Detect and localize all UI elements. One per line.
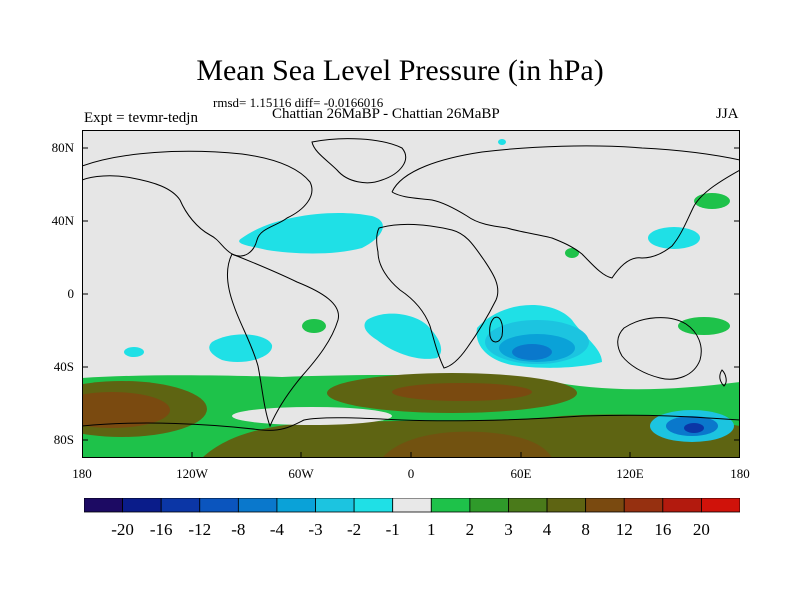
- colorbar-swatch: [623, 498, 664, 513]
- north-pacific-high: [694, 193, 730, 209]
- north-atlantic-low: [239, 212, 383, 254]
- lat-label-80s: 80S: [53, 432, 74, 447]
- small-pacific-low: [124, 347, 144, 357]
- colorbar-swatch: [546, 498, 587, 513]
- map-title: Mean Sea Level Pressure (in hPa): [196, 54, 604, 87]
- coastlines: [82, 138, 740, 431]
- indian-small-high: [565, 248, 579, 258]
- lat-label-40n: 40N: [51, 213, 74, 228]
- colorbar-swatch: [430, 498, 471, 513]
- colorbar-label: -20: [111, 520, 134, 539]
- colorbar-label: 3: [504, 520, 513, 539]
- eurasia-coast: [391, 145, 740, 279]
- lat-label-0: 0: [67, 286, 75, 301]
- colorbar-label: -12: [188, 520, 212, 539]
- colorbar-label: 2: [465, 520, 475, 539]
- colorbar-label: -8: [231, 520, 246, 539]
- colorbar-label: -1: [385, 520, 400, 539]
- colorbar-label: -3: [308, 520, 323, 539]
- colorbar-swatch: [84, 498, 123, 513]
- indian-ocean-low-blue: [512, 344, 552, 360]
- lat-label-40s: 40S: [53, 359, 74, 374]
- colorbar-swatch: [662, 498, 702, 513]
- colorbar-swatch: [392, 498, 432, 513]
- australia-coast: [617, 317, 702, 380]
- pacific-high-brown: [82, 392, 170, 428]
- colorbar-label: 20: [692, 520, 710, 539]
- colorbar-swatch: [508, 498, 548, 513]
- colorbar-swatch: [469, 498, 509, 513]
- rmsd-diff-stats: rmsd= 1.15116 diff= -0.0166016: [213, 95, 384, 110]
- lon-label-60e: 60E: [510, 466, 532, 481]
- colorbar-swatch: [585, 498, 625, 513]
- colorbar-swatch: [237, 498, 278, 513]
- madagascar-coast: [489, 316, 503, 343]
- south-atlantic-low: [364, 313, 442, 359]
- amazon-high: [302, 319, 326, 333]
- lon-label-0: 0: [407, 466, 415, 481]
- indian-high-brown: [392, 383, 532, 401]
- greenland-coast: [311, 138, 407, 184]
- colorbar-swatch: [199, 498, 239, 513]
- colorbar-label: 16: [654, 520, 672, 539]
- drake-neutral-gap: [232, 407, 392, 425]
- axis-ticks: [82, 147, 740, 458]
- north-america-coast: [82, 150, 313, 257]
- colorbar: [84, 498, 740, 513]
- colorbar-label: -16: [149, 520, 173, 539]
- colorbar-label: 1: [427, 520, 436, 539]
- colorbar-swatch: [276, 498, 316, 513]
- lon-label-180w: 180: [72, 466, 92, 481]
- season-label: JJA: [716, 106, 739, 122]
- lon-label-180e: 180: [730, 466, 750, 481]
- colorbar-swatch: [160, 498, 201, 513]
- australian-low-deep: [684, 423, 704, 433]
- colorbar-label: -2: [347, 520, 362, 539]
- colorbar-label: 12: [615, 520, 633, 539]
- colorbar-label: -4: [269, 520, 285, 539]
- south-pacific-low: [209, 334, 273, 363]
- colorbar-swatch: [353, 498, 394, 513]
- africa-coast: [376, 223, 499, 369]
- antarctica-coast: [82, 414, 740, 431]
- period-label: Chattian 26MaBP - Chattian 26MaBP: [272, 106, 500, 122]
- tropical-pacific-high: [678, 317, 730, 335]
- pressure-map: [82, 130, 740, 458]
- colorbar-label: 8: [581, 520, 590, 539]
- antarctic-brown-patches: [382, 431, 552, 458]
- experiment-label: Expt = tevmr-tedjn: [84, 110, 198, 126]
- colorbar-swatch: [122, 498, 162, 513]
- colorbar-swatch: [701, 498, 740, 513]
- new-zealand-coast: [719, 369, 727, 387]
- colorbar-label: 4: [542, 520, 552, 539]
- lon-label-60w: 60W: [288, 466, 314, 481]
- lat-label-80n: 80N: [51, 140, 74, 155]
- lon-label-120w: 120W: [176, 466, 208, 481]
- lon-label-120e: 120E: [616, 466, 644, 481]
- colorbar-swatch: [315, 498, 355, 513]
- arctic-low-spot: [498, 139, 506, 145]
- north-pacific-low: [648, 227, 700, 249]
- south-america-coast: [227, 253, 339, 428]
